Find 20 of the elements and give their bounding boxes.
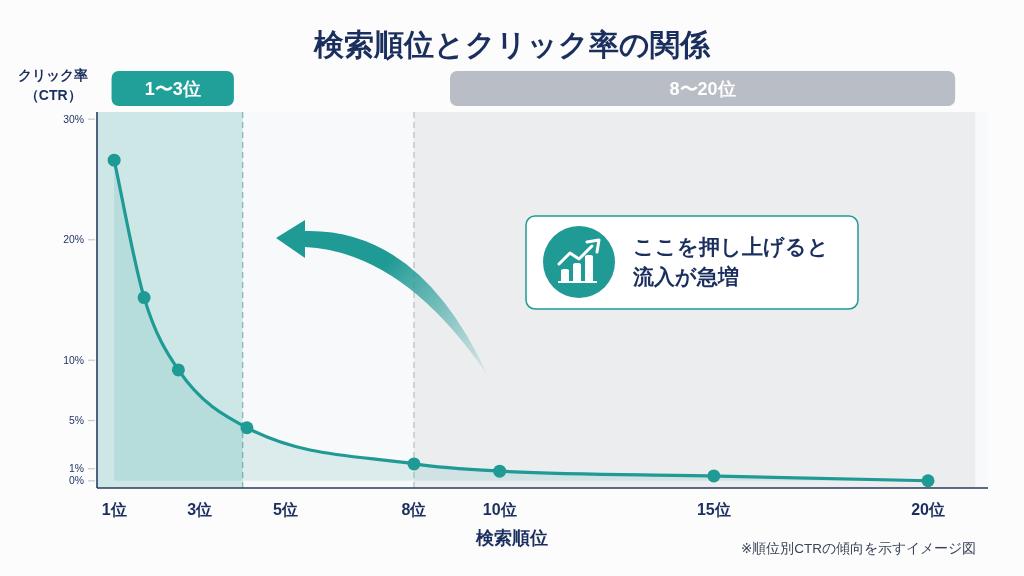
y-tick-label: 10% bbox=[63, 354, 84, 366]
y-tick-label: 30% bbox=[63, 113, 84, 125]
chart-title: 検索順位とクリック率の関係 bbox=[313, 27, 711, 61]
x-tick-label: 10位 bbox=[482, 500, 517, 518]
y-axis-title: クリック率（CTR） bbox=[17, 66, 90, 105]
y-tick-label: 5% bbox=[69, 415, 84, 427]
x-tick-label: 5位 bbox=[273, 500, 298, 518]
annotation: ここを押し上げると流入が急増 bbox=[633, 234, 830, 291]
x-tick-label: 3位 bbox=[187, 500, 213, 518]
x-axis-title: 検索順位 bbox=[475, 528, 548, 548]
band-label: 8〜20位 bbox=[669, 78, 736, 99]
x-tick-label: 20位 bbox=[911, 500, 945, 518]
text: ※順位別CTRの傾向を示すイメージ図 bbox=[740, 540, 976, 556]
x-tick-label: 1位 bbox=[101, 500, 127, 518]
x-tick-label: 8位 bbox=[401, 500, 427, 518]
band-label: 1〜3位 bbox=[144, 78, 201, 99]
x-tick-label: 15位 bbox=[696, 500, 731, 518]
y-tick-label: 20% bbox=[63, 234, 84, 246]
y-tick-label: 0% bbox=[69, 475, 84, 487]
y-tick-label: 1% bbox=[69, 463, 84, 475]
